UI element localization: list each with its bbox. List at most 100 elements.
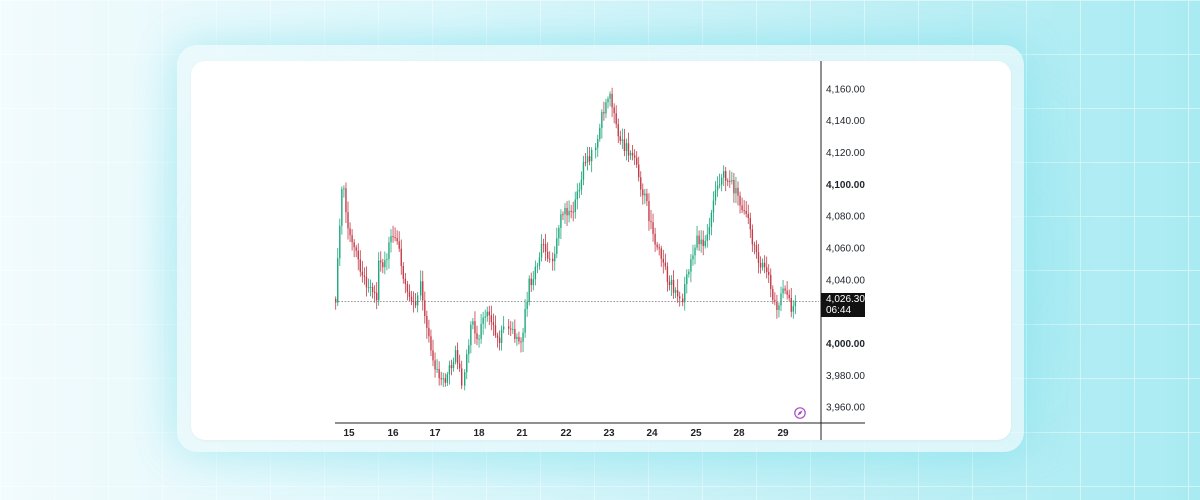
candle-body <box>438 368 440 379</box>
candle-body <box>357 250 359 260</box>
candle-body <box>461 368 463 386</box>
candle-body <box>723 171 725 178</box>
candle-body <box>480 323 482 339</box>
candle-body <box>556 238 558 254</box>
candle-body <box>339 225 341 259</box>
candle-body <box>751 229 754 245</box>
candle-body <box>384 260 386 268</box>
candle-body <box>341 189 343 226</box>
x-tick-label: 16 <box>387 428 399 439</box>
candle-body <box>700 239 702 245</box>
candle-body <box>538 257 541 266</box>
candle-body <box>490 315 493 323</box>
candle-body <box>792 306 794 312</box>
candle-body <box>528 278 530 302</box>
y-tick-label: 4,040.00 <box>826 275 865 286</box>
candle-body <box>679 296 681 299</box>
candle-body <box>716 185 719 191</box>
price-chart[interactable]: 4,160.00 4,140.00 4,120.00 4,100.00 4,080.00… <box>191 61 1011 440</box>
candle-body <box>656 244 658 248</box>
candle-body <box>718 184 721 186</box>
candle-body <box>782 288 784 294</box>
candle-body <box>578 189 581 192</box>
candle-body <box>502 326 505 330</box>
x-tick-label: 15 <box>343 428 355 439</box>
candle-body <box>757 252 760 263</box>
candle-body <box>416 295 419 306</box>
candle-body <box>406 284 409 292</box>
candle-body <box>436 368 438 370</box>
candle-body <box>414 301 417 306</box>
candle-body <box>524 309 526 333</box>
candle-body <box>474 321 476 334</box>
candle-body <box>367 287 370 289</box>
candle-body <box>554 253 556 262</box>
candle-body <box>720 177 723 185</box>
candle-body <box>690 259 692 272</box>
candle-body <box>668 281 671 286</box>
candle-body <box>638 164 640 178</box>
candle-body <box>704 240 706 247</box>
candle-body <box>442 378 444 380</box>
candle-body <box>605 102 607 114</box>
candle-body <box>696 235 698 248</box>
candle-body <box>648 201 650 222</box>
candle-body <box>478 338 480 340</box>
candle-body <box>682 298 684 303</box>
candle-body <box>794 301 797 307</box>
candle-body <box>472 321 474 325</box>
candle-body <box>739 195 741 206</box>
candle-body <box>702 239 704 247</box>
candle-body <box>770 274 772 289</box>
candle-body <box>430 336 432 351</box>
candle-body <box>623 139 626 151</box>
candle-body <box>500 329 503 344</box>
candle-body <box>580 179 583 190</box>
x-tick-label: 22 <box>560 428 572 439</box>
candle-body <box>564 207 566 215</box>
candle-body <box>741 205 743 211</box>
candle-body <box>530 278 532 286</box>
y-tick-label: 4,120.00 <box>826 148 865 159</box>
x-tick-label: 25 <box>690 428 702 439</box>
candle-body <box>749 217 751 230</box>
candle-body <box>676 290 679 297</box>
candle-body <box>371 286 374 293</box>
candle-body <box>576 191 578 200</box>
candle-body <box>766 267 768 272</box>
candle-body <box>353 242 355 248</box>
candle-body <box>494 325 497 336</box>
candle-body <box>466 354 468 373</box>
y-tick-label: 4,100.00 <box>826 180 865 191</box>
compass-icon[interactable] <box>794 407 806 419</box>
candle-body <box>708 227 711 235</box>
candle-body <box>597 139 599 148</box>
candle-body <box>396 238 398 242</box>
candle-body <box>492 322 495 326</box>
candle-body <box>496 335 499 338</box>
candle-body <box>404 278 407 285</box>
candle-body <box>512 329 514 331</box>
candle-body <box>772 288 774 301</box>
candle-body <box>365 276 368 288</box>
candle-body <box>444 378 446 383</box>
candle-body <box>595 147 597 150</box>
x-tick-label: 17 <box>429 428 441 439</box>
candle-body <box>532 279 534 286</box>
candle-body <box>619 136 621 141</box>
candle-body <box>424 300 426 316</box>
candle-body <box>584 162 587 164</box>
candle-body <box>780 293 782 306</box>
candle-body <box>440 378 442 380</box>
y-tick-label: 3,980.00 <box>826 371 865 382</box>
candle-body <box>568 210 570 216</box>
candle-body <box>644 193 646 196</box>
candle-body <box>652 222 654 234</box>
x-tick-label: 18 <box>473 428 485 439</box>
candle-body <box>542 244 545 246</box>
candle-body <box>508 326 510 329</box>
candle-body <box>650 221 652 223</box>
candle-body <box>617 124 619 137</box>
candle-body <box>369 286 372 288</box>
candle-body <box>664 262 667 267</box>
